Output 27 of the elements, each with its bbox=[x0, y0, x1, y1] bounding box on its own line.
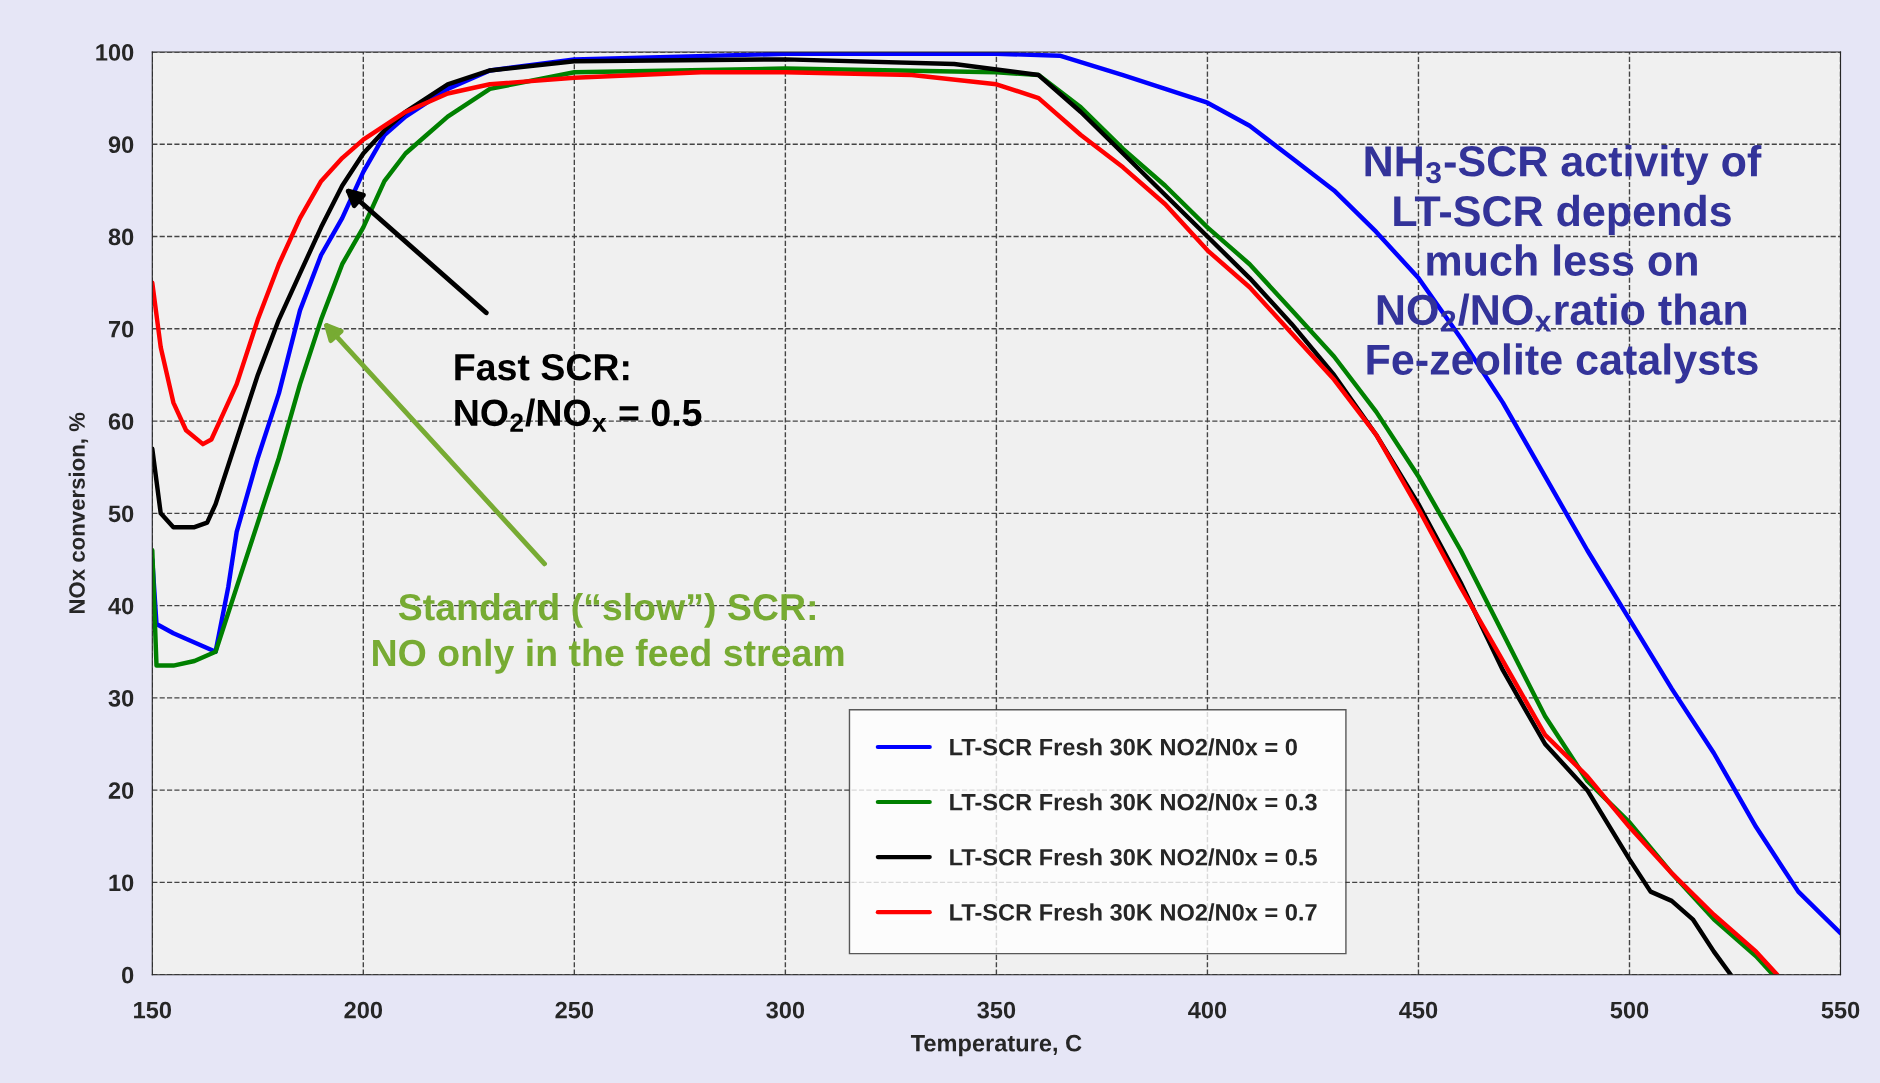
x-tick-label: 250 bbox=[555, 1001, 594, 1019]
annotation: Fast SCR: NO$_{2}$/NO$_{x}$ = 0.5 bbox=[455, 353, 702, 432]
x-tick-label: 350 bbox=[977, 1001, 1016, 1019]
y-axis-title: NOx conversion, % bbox=[68, 412, 89, 614]
x-tick-label: 200 bbox=[344, 1001, 383, 1019]
y-tick-label: 20 bbox=[108, 782, 134, 799]
y-tick-label: 50 bbox=[108, 505, 134, 523]
x-tick-label: 550 bbox=[1821, 1001, 1860, 1019]
y-tick-label: 0 bbox=[122, 966, 134, 984]
y-tick-label: 60 bbox=[108, 413, 134, 430]
y-tick-label: 70 bbox=[108, 320, 134, 338]
y-tick-label: 90 bbox=[108, 136, 134, 154]
y-tick-label: 10 bbox=[109, 874, 134, 892]
x-tick-label: 150 bbox=[134, 1001, 172, 1019]
y-tick-label: 100 bbox=[96, 44, 134, 61]
legend-label: LT-SCR Fresh 30K NO2/N0x = 0.7 bbox=[950, 903, 1317, 921]
legend-label: LT-SCR Fresh 30K NO2/N0x = 0.5 bbox=[950, 848, 1317, 866]
y-tick-label: 30 bbox=[108, 689, 134, 707]
x-axis-title: Temperature, C bbox=[910, 1034, 1082, 1057]
x-tick-label: 500 bbox=[1610, 1001, 1649, 1019]
x-tick-label: 450 bbox=[1399, 1001, 1438, 1019]
y-tick-label: 40 bbox=[108, 597, 134, 615]
y-tick-label: 80 bbox=[108, 228, 134, 246]
x-tick-label: 300 bbox=[766, 1001, 805, 1019]
legend-label: LT-SCR Fresh 30K NO2/N0x = 0.3 bbox=[950, 793, 1317, 811]
x-tick-label: 400 bbox=[1188, 1001, 1227, 1019]
legend-label: LT-SCR Fresh 30K NO2/N0x = 0 bbox=[950, 738, 1297, 756]
